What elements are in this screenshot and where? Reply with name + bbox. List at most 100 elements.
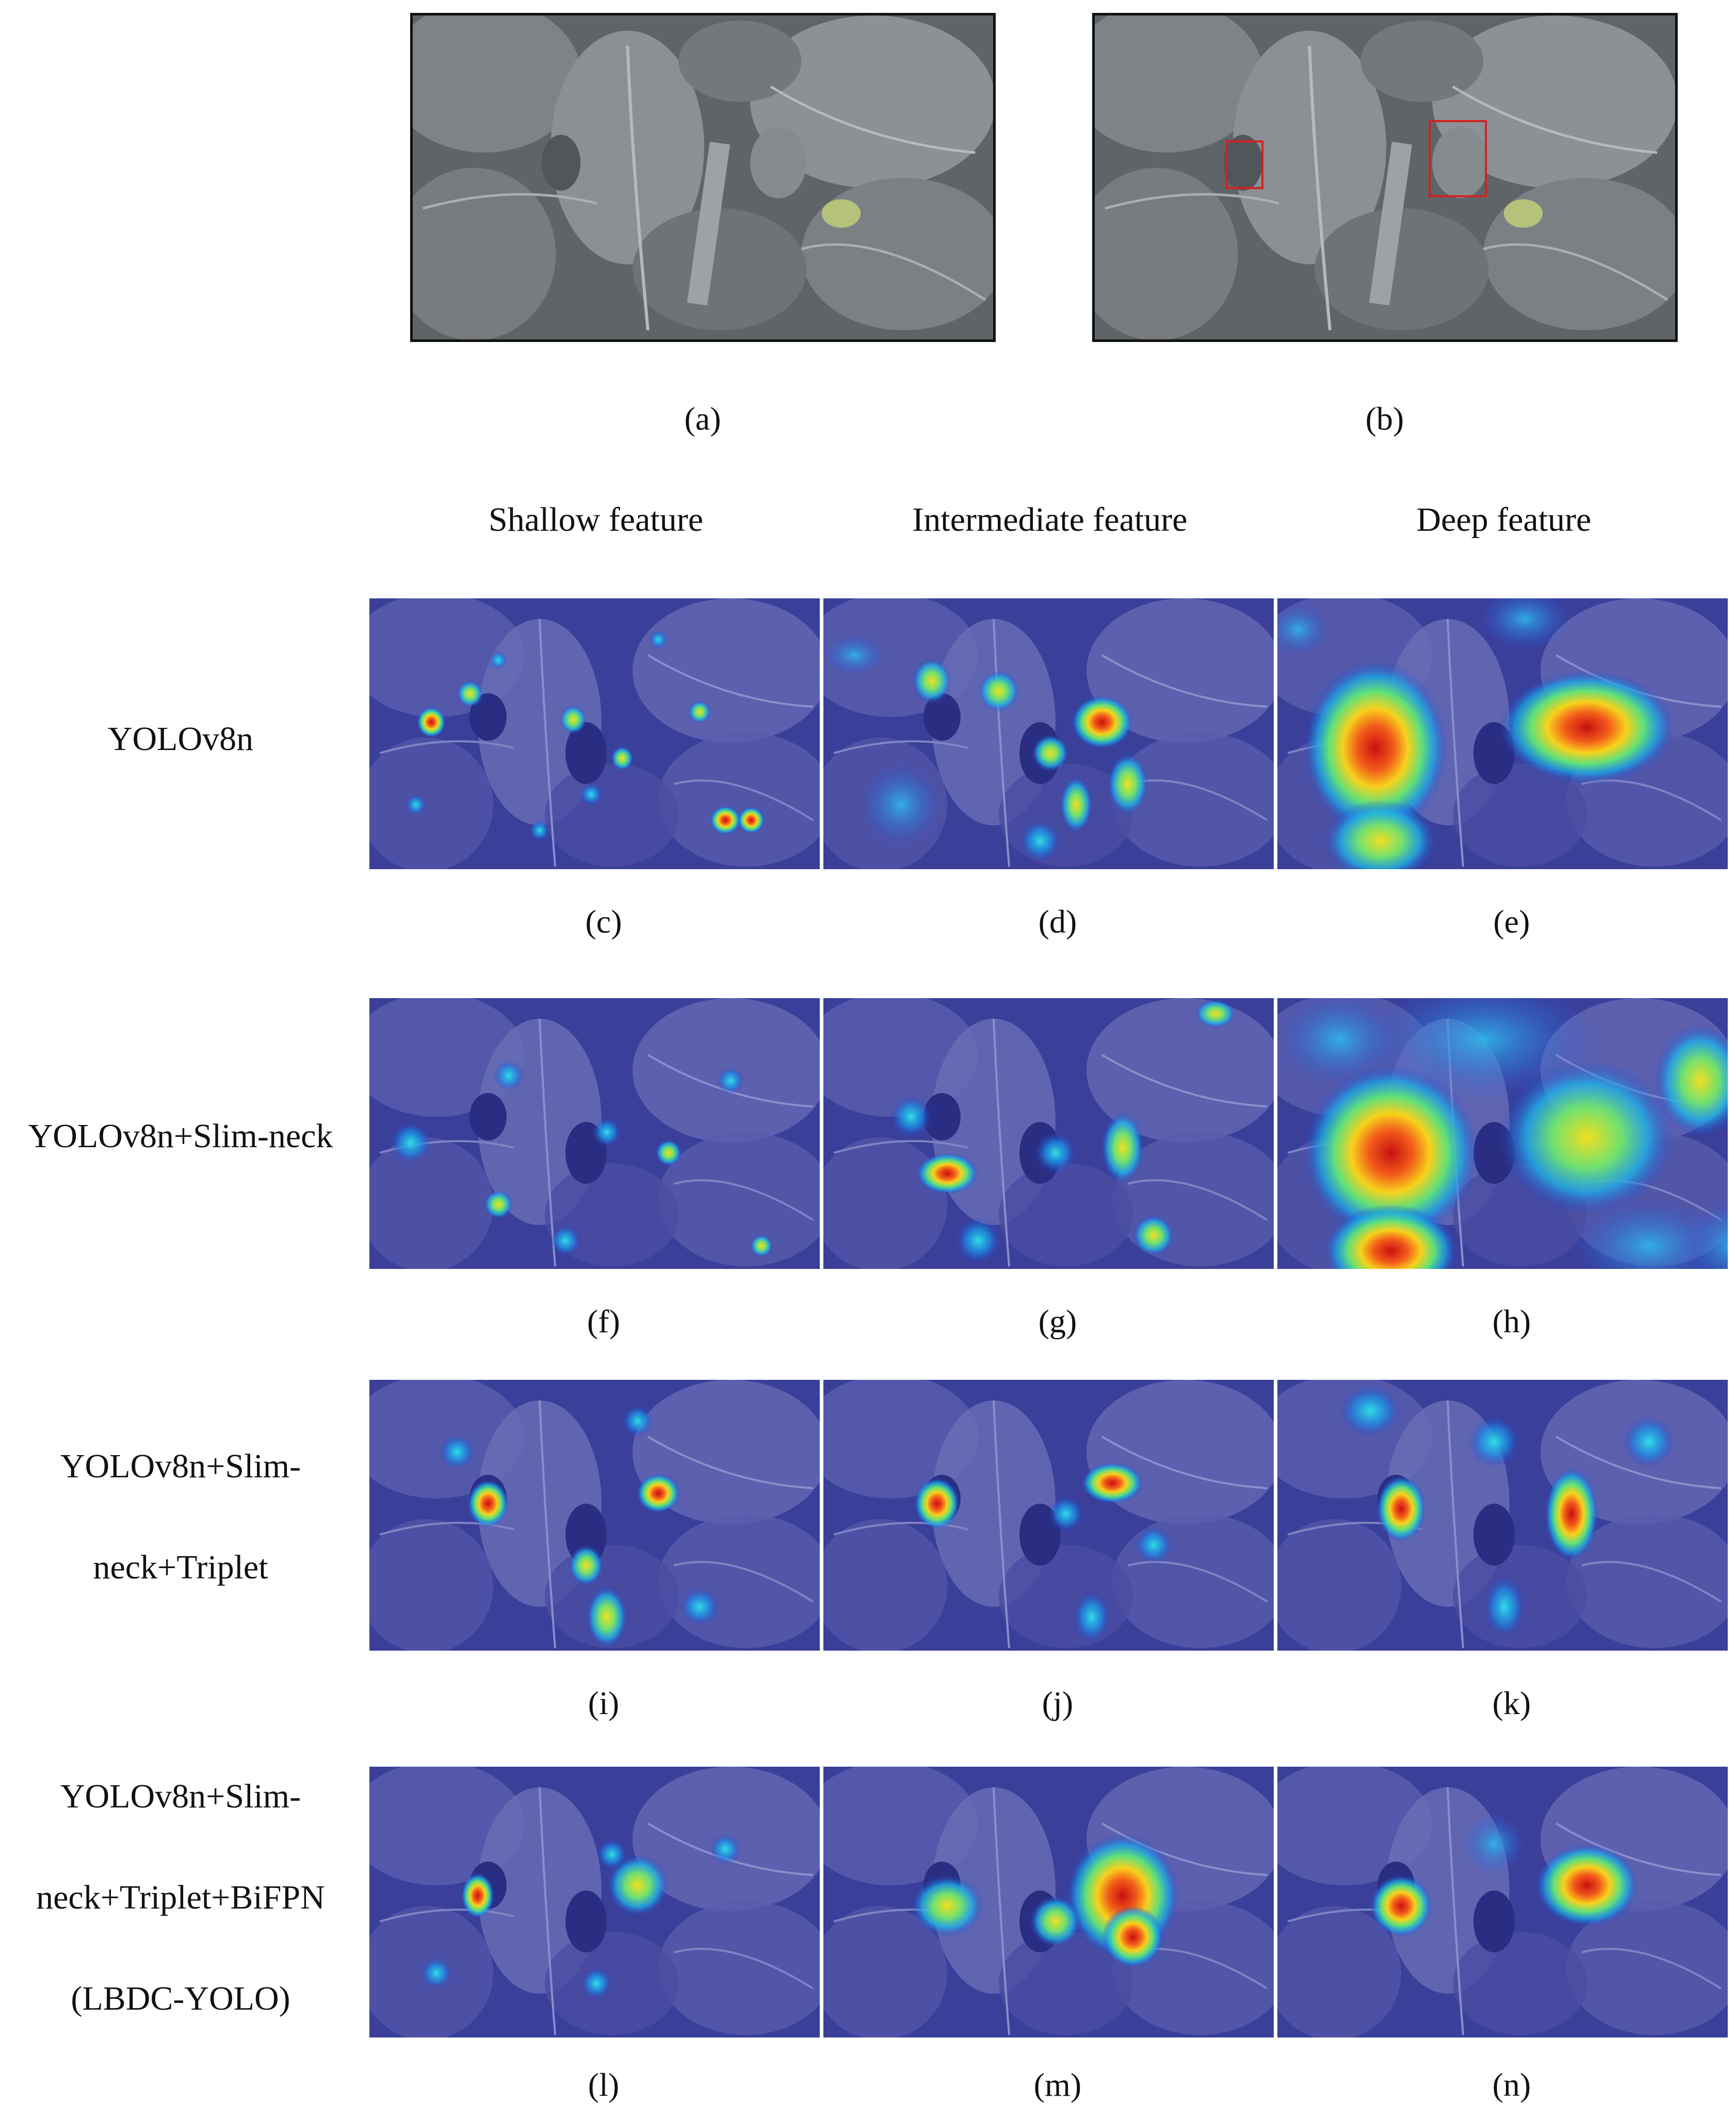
hotspot <box>1324 1204 1458 1269</box>
hotspot <box>1370 998 1597 1101</box>
hotspot <box>560 705 587 734</box>
hotspot <box>890 1096 932 1137</box>
hotspot <box>596 1839 627 1870</box>
row-label-lbdc-yolo: YOLOv8n+Slim- neck+Triplet+BiFPN (LBDC-Y… <box>36 1778 325 2017</box>
hotspot <box>649 630 668 649</box>
caption-b: (b) <box>1365 400 1404 437</box>
hotspot <box>1071 695 1133 749</box>
hotspot <box>417 707 446 738</box>
hotspot <box>955 1218 1001 1263</box>
caption-k: (k) <box>1492 1685 1531 1721</box>
caption-c: (c) <box>585 903 622 940</box>
hotspot <box>1376 1476 1426 1542</box>
hotspot <box>592 1118 621 1147</box>
hotspot <box>529 820 550 841</box>
hotspot <box>710 1834 741 1865</box>
heatmap-panel-f <box>369 998 820 1269</box>
column-header-deep: Deep feature <box>1416 501 1592 539</box>
annotation-box-left <box>1225 140 1264 189</box>
caption-f: (f) <box>587 1303 620 1340</box>
hotspot <box>688 700 711 723</box>
hotspot <box>1030 1896 1081 1947</box>
heatmap-panel-c <box>369 598 820 869</box>
hotspot <box>750 1234 773 1257</box>
hotspot <box>1133 1215 1174 1256</box>
hotspot <box>1324 800 1437 869</box>
heatmap-panel-i <box>369 1380 820 1651</box>
caption-d: (d) <box>1038 903 1077 940</box>
hotspot <box>916 1153 978 1194</box>
hotspot <box>914 1478 960 1529</box>
hotspot <box>461 1873 494 1918</box>
hotspot <box>823 634 885 676</box>
hotspot <box>1463 1813 1525 1875</box>
heatmap-panel-k <box>1277 1380 1728 1651</box>
heatmap-panel-h <box>1277 998 1728 1269</box>
hotspot <box>680 1588 719 1625</box>
caption-a: (a) <box>684 400 721 437</box>
heatmap-panel-d <box>823 598 1274 869</box>
caption-j: (j) <box>1042 1685 1074 1721</box>
hotspot <box>493 1060 524 1091</box>
row-label-triplet: YOLOv8n+Slim- neck+Triplet <box>60 1447 301 1586</box>
caption-e: (e) <box>1493 903 1530 940</box>
hotspot <box>440 1435 475 1470</box>
heatmap-panel-n <box>1277 1767 1728 2038</box>
hotspot <box>550 1225 581 1256</box>
hotspot <box>717 1067 744 1094</box>
caption-m: (m) <box>1033 2066 1082 2103</box>
row-label-yolov8n: YOLOv8n <box>107 720 254 758</box>
hotspot <box>622 1406 653 1437</box>
hotspot <box>1081 1462 1143 1504</box>
caption-h: (h) <box>1492 1303 1531 1340</box>
hotspot <box>1479 598 1571 650</box>
hotspot <box>1484 1576 1525 1638</box>
hotspot <box>1545 1468 1598 1560</box>
heatmap-panel-g <box>823 998 1274 1269</box>
hotspot <box>1101 1112 1144 1184</box>
hotspot <box>1277 998 1401 1086</box>
hotspot <box>637 1474 680 1513</box>
hotspot <box>1499 671 1675 784</box>
hotspot <box>484 1190 513 1219</box>
hotspot <box>738 807 765 834</box>
hotspot <box>1535 1844 1638 1927</box>
hotspot <box>586 1586 627 1648</box>
caption-n: (n) <box>1492 2066 1531 2103</box>
row-label-slim-neck: YOLOv8n+Slim-neck <box>28 1117 333 1155</box>
hotspot <box>1499 1060 1675 1215</box>
hotspot <box>1339 1385 1401 1437</box>
hotspot <box>457 680 483 707</box>
column-header-intermediate: Intermediate feature <box>912 501 1188 539</box>
hotspot <box>421 1958 452 1988</box>
hotspot <box>1195 999 1236 1028</box>
hotspot <box>581 1968 612 1999</box>
hotspot <box>1277 604 1329 655</box>
hotspot <box>1468 1416 1520 1468</box>
hotspot <box>1060 776 1093 833</box>
hotspot <box>978 671 1019 712</box>
hotspot <box>859 763 942 846</box>
heatmap-panel-l <box>369 1767 820 2038</box>
hotspot <box>607 1854 669 1916</box>
hotspot <box>1303 1065 1479 1241</box>
hotspot <box>1019 820 1061 861</box>
hotspot <box>1685 1199 1728 1269</box>
hotspot <box>390 1122 431 1163</box>
hotspot <box>1032 735 1069 772</box>
caption-g: (g) <box>1038 1303 1077 1340</box>
heatmap-panel-m <box>823 1767 1274 2038</box>
annotated-photo <box>1092 13 1678 342</box>
hotspot <box>912 658 951 704</box>
column-header-shallow: Shallow feature <box>488 501 703 539</box>
hotspot <box>569 1545 604 1586</box>
hotspot <box>1654 1024 1728 1137</box>
hotspot <box>1107 753 1148 815</box>
hotspot <box>489 651 508 670</box>
hotspot <box>1048 1496 1083 1531</box>
hotspot <box>655 1139 682 1166</box>
caption-l: (l) <box>588 2066 620 2103</box>
hotspot <box>1073 1591 1110 1643</box>
heatmap-panel-j <box>823 1380 1274 1651</box>
hotspot <box>611 746 634 771</box>
